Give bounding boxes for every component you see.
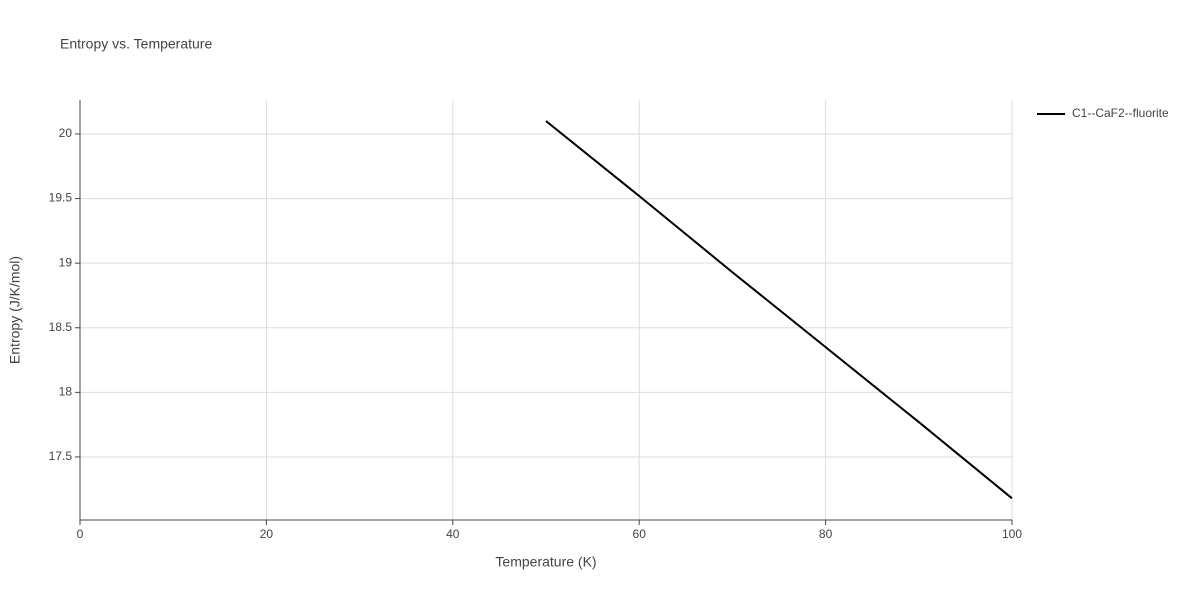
x-tick-label: 80	[819, 527, 833, 541]
x-tick-label: 100	[1002, 527, 1022, 541]
y-tick-label: 18.5	[49, 320, 73, 334]
y-tick-label: 19	[59, 255, 73, 269]
x-tick-label: 60	[633, 527, 647, 541]
x-tick-label: 0	[77, 527, 84, 541]
legend-label: C1--CaF2--fluorite	[1072, 106, 1169, 120]
y-axis-label: Entropy (J/K/mol)	[7, 256, 23, 364]
chart-title: Entropy vs. Temperature	[60, 36, 212, 52]
y-tick-label: 20	[59, 126, 73, 140]
x-tick-label: 20	[260, 527, 274, 541]
y-tick-label: 19.5	[49, 191, 73, 205]
y-tick-label: 17.5	[49, 449, 73, 463]
x-tick-label: 40	[446, 527, 460, 541]
y-tick-label: 18	[59, 385, 73, 399]
data-line	[545, 120, 1013, 500]
x-axis-label: Temperature (K)	[495, 554, 596, 570]
